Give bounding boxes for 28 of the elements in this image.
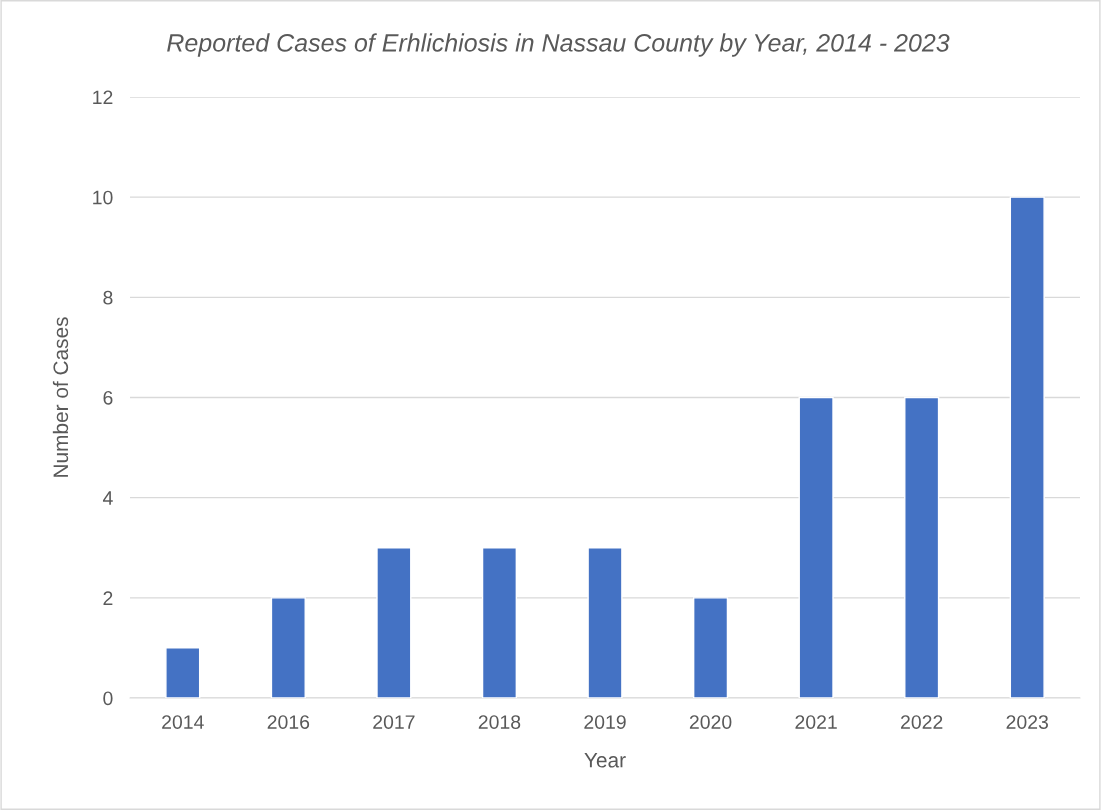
x-tick-label: 2017 [373,715,415,729]
y-tick-label: 0 [103,691,113,706]
y-tick-label: 4 [102,491,113,505]
x-tick-label: 2018 [478,715,521,729]
x-axis-title: Year [584,753,626,768]
y-tick-label: 8 [103,290,113,305]
y-tick-label: 12 [93,90,113,105]
bar [587,547,623,698]
y-tick-label: 2 [103,591,113,605]
y-axis-title: Number of Cases [52,317,69,477]
bar [165,647,201,698]
x-tick-label: 2022 [901,715,943,729]
x-tick-label: 2016 [267,715,310,729]
bar [376,547,412,698]
chart-title: Reported Cases of Erhlichiosis in Nassau County by Year, 2014 - 2023 [167,33,950,57]
bar [904,396,940,698]
y-tick-label: 10 [93,190,113,205]
y-tick-label: 6 [103,390,113,405]
x-tick-label: 2023 [1006,715,1048,729]
bar [692,597,729,698]
bar [798,396,834,698]
x-tick-label: 2021 [795,715,837,729]
bar [481,547,518,698]
bar [270,597,306,698]
bar [1009,196,1045,698]
x-tick-label: 2020 [689,715,732,729]
x-tick-label: 2019 [584,715,626,729]
x-tick-label: 2014 [162,715,204,729]
